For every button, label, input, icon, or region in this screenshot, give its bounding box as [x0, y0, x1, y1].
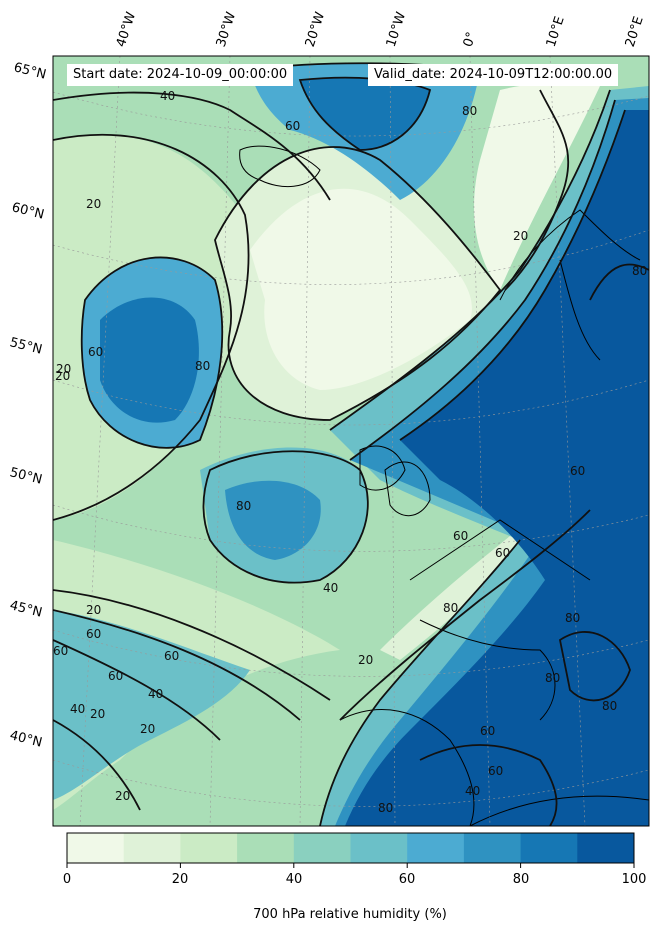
contour-label: 60 — [480, 724, 495, 738]
colorbar-label: 700 hPa relative humidity (%) — [253, 907, 447, 922]
colorbar-frame — [66, 832, 635, 864]
contour-label: 40 — [70, 702, 85, 716]
contour-label: 60 — [88, 345, 103, 359]
contour-label: 80 — [462, 104, 477, 118]
humidity-band-0-10 — [474, 82, 600, 290]
humidity-band-0-20 — [380, 520, 530, 660]
colorbar-swatch — [350, 833, 408, 863]
humidity-band-80-100 — [100, 297, 199, 423]
contour-label: 20 — [140, 722, 155, 736]
colorbar — [67, 833, 635, 863]
contour-label: 20 — [56, 362, 71, 376]
contour-label: 60 — [86, 627, 101, 641]
contour-label: 60 — [164, 649, 179, 663]
colorbar-swatch — [407, 833, 465, 863]
colorbar-tick-label: 60 — [398, 872, 416, 887]
contour-label: 60 — [495, 546, 510, 560]
contour-label: 60 — [53, 644, 68, 658]
colorbar-tick-label: 20 — [171, 872, 189, 887]
humidity-band-80-90 — [225, 480, 321, 560]
contour-label: 80 — [195, 359, 210, 373]
contour-label: 80 — [378, 801, 393, 815]
colorbar-tick-label: 40 — [285, 872, 303, 887]
contour-label: 60 — [108, 669, 123, 683]
colorbar-swatch — [577, 833, 635, 863]
contour-label: 40 — [323, 581, 338, 595]
start-date-label: Start date: 2024-10-09_00:00:00 — [67, 64, 294, 86]
contour-label: 40 — [160, 89, 175, 103]
contour-label: 20 — [358, 653, 373, 667]
map-frame — [52, 55, 650, 827]
humidity-band-80-100 — [300, 77, 430, 150]
contour-lines — [53, 62, 649, 826]
graticule — [53, 56, 649, 826]
contour-label: 20 — [513, 229, 528, 243]
contour-label: 80 — [545, 671, 560, 685]
contour-label: 60 — [570, 464, 585, 478]
contour-label: 80 — [602, 699, 617, 713]
colorbar-swatch — [293, 833, 351, 863]
contour-label: 80 — [236, 499, 251, 513]
colorbar-tick-marks — [66, 863, 635, 868]
contour-label: 20 — [90, 707, 105, 721]
valid-date-label: Valid_date: 2024-10-09T12:00:00.00 — [368, 64, 619, 86]
contour-label: 60 — [285, 119, 300, 133]
colorbar-swatch — [67, 833, 125, 863]
contour-label: 40 — [148, 687, 163, 701]
colorbar-swatch — [237, 833, 295, 863]
contour-label: 20 — [86, 603, 101, 617]
contour-label: 40 — [465, 784, 480, 798]
humidity-band-90-100 — [345, 110, 649, 826]
contour-label: 80 — [632, 264, 647, 278]
colorbar-tick-label: 0 — [62, 872, 72, 887]
colorbar-swatch — [463, 833, 522, 863]
contour-label-group: 40 60 80 20 60 80 20 20 80 60 20 60 80 4… — [53, 89, 647, 815]
contour-label: 20 — [86, 197, 101, 211]
contour-label: 20 — [55, 369, 70, 383]
colorbar-swatch — [520, 833, 578, 863]
contour-label: 60 — [488, 764, 503, 778]
contour-label: 20 — [115, 789, 130, 803]
contour-label: 60 — [453, 529, 468, 543]
contour-label: 80 — [443, 601, 458, 615]
humidity-map: 40 60 80 20 60 80 20 20 80 60 20 60 80 4… — [53, 56, 649, 826]
contour-label: 80 — [565, 611, 580, 625]
colorbar-tick-label: 80 — [512, 872, 530, 887]
colorbar-tick-label: 100 — [621, 872, 647, 887]
colorbar-swatch — [123, 833, 181, 863]
colorbar-swatch — [180, 833, 238, 863]
humidity-band-0-10 — [250, 188, 472, 390]
